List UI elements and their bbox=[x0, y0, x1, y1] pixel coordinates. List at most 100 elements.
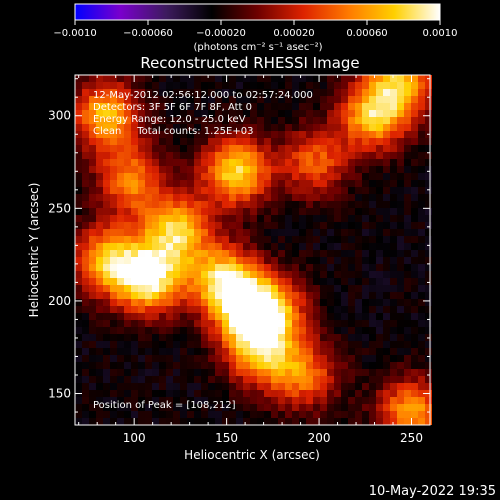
heatmap-cell bbox=[229, 292, 236, 299]
heatmap-cell bbox=[236, 355, 243, 362]
heatmap-cell bbox=[278, 397, 285, 404]
heatmap-cell bbox=[355, 187, 362, 194]
heatmap-cell bbox=[124, 180, 131, 187]
heatmap-cell bbox=[397, 397, 404, 404]
heatmap-cell bbox=[124, 299, 131, 306]
heatmap-cell bbox=[124, 152, 131, 159]
heatmap-cell bbox=[355, 383, 362, 390]
heatmap-cell bbox=[383, 376, 390, 383]
heatmap-cell bbox=[208, 362, 215, 369]
heatmap-cell bbox=[194, 243, 201, 250]
heatmap-cell bbox=[327, 411, 334, 418]
heatmap-cell bbox=[208, 131, 215, 138]
heatmap-cell bbox=[418, 292, 425, 299]
heatmap-cell bbox=[124, 390, 131, 397]
heatmap-cell bbox=[180, 187, 187, 194]
heatmap-cell bbox=[334, 285, 341, 292]
heatmap-cell bbox=[292, 299, 299, 306]
heatmap-cell bbox=[243, 138, 250, 145]
heatmap-cell bbox=[383, 159, 390, 166]
heatmap-cell bbox=[103, 397, 110, 404]
heatmap-cell bbox=[411, 152, 418, 159]
heatmap-cell bbox=[82, 334, 89, 341]
heatmap-cell bbox=[96, 404, 103, 411]
heatmap-cell bbox=[320, 229, 327, 236]
heatmap-cell bbox=[411, 229, 418, 236]
y-axis-label: Heliocentric Y (arcsec) bbox=[27, 183, 41, 318]
heatmap-cell bbox=[180, 278, 187, 285]
heatmap-cell bbox=[222, 159, 229, 166]
heatmap-cell bbox=[341, 411, 348, 418]
heatmap-cell bbox=[425, 292, 432, 299]
heatmap-cell bbox=[397, 383, 404, 390]
heatmap-cell bbox=[89, 299, 96, 306]
heatmap-cell bbox=[341, 96, 348, 103]
heatmap-cell bbox=[138, 250, 145, 257]
heatmap-cell bbox=[271, 222, 278, 229]
heatmap-cell bbox=[187, 271, 194, 278]
heatmap-cell bbox=[306, 327, 313, 334]
heatmap-cell bbox=[166, 292, 173, 299]
heatmap-cell bbox=[292, 320, 299, 327]
heatmap-cell bbox=[166, 215, 173, 222]
heatmap-cell bbox=[131, 89, 138, 96]
heatmap-cell bbox=[278, 124, 285, 131]
heatmap-cell bbox=[243, 250, 250, 257]
heatmap-cell bbox=[243, 418, 250, 425]
heatmap-cell bbox=[383, 278, 390, 285]
heatmap-cell bbox=[264, 257, 271, 264]
heatmap-cell bbox=[124, 145, 131, 152]
heatmap-cell bbox=[117, 110, 124, 117]
heatmap-cell bbox=[243, 320, 250, 327]
heatmap-cell bbox=[145, 82, 152, 89]
heatmap-cell bbox=[159, 131, 166, 138]
heatmap-cell bbox=[425, 327, 432, 334]
heatmap-cell bbox=[229, 201, 236, 208]
heatmap-cell bbox=[75, 152, 82, 159]
heatmap-cell bbox=[278, 250, 285, 257]
heatmap-cell bbox=[362, 201, 369, 208]
heatmap-cell bbox=[355, 236, 362, 243]
heatmap-cell bbox=[327, 131, 334, 138]
heatmap-cell bbox=[320, 173, 327, 180]
heatmap-cell bbox=[96, 299, 103, 306]
heatmap-cell bbox=[411, 334, 418, 341]
heatmap-cell bbox=[278, 173, 285, 180]
heatmap-cell bbox=[159, 341, 166, 348]
heatmap-cell bbox=[208, 327, 215, 334]
heatmap-cell bbox=[418, 229, 425, 236]
heatmap-cell bbox=[390, 278, 397, 285]
heatmap-cell bbox=[376, 82, 383, 89]
heatmap-cell bbox=[341, 362, 348, 369]
heatmap-cell bbox=[390, 250, 397, 257]
heatmap-cell bbox=[299, 390, 306, 397]
heatmap-cell bbox=[313, 271, 320, 278]
heatmap-cell bbox=[166, 103, 173, 110]
heatmap-cell bbox=[376, 215, 383, 222]
heatmap-cell bbox=[82, 159, 89, 166]
heatmap-cell bbox=[292, 138, 299, 145]
heatmap-cell bbox=[124, 166, 131, 173]
heatmap-cell bbox=[285, 215, 292, 222]
heatmap-cell bbox=[376, 222, 383, 229]
heatmap-cell bbox=[82, 404, 89, 411]
heatmap-cell bbox=[369, 201, 376, 208]
heatmap-cell bbox=[369, 166, 376, 173]
heatmap-cell bbox=[96, 411, 103, 418]
heatmap-cell bbox=[362, 341, 369, 348]
heatmap-cell bbox=[257, 404, 264, 411]
heatmap-cell bbox=[341, 418, 348, 425]
heatmap-cell bbox=[222, 334, 229, 341]
heatmap-cell bbox=[208, 313, 215, 320]
heatmap-cell bbox=[229, 82, 236, 89]
heatmap-cell bbox=[425, 82, 432, 89]
heatmap-cell bbox=[327, 376, 334, 383]
heatmap-cell bbox=[117, 201, 124, 208]
heatmap-cell bbox=[236, 313, 243, 320]
heatmap-cell bbox=[159, 159, 166, 166]
heatmap-cell bbox=[348, 376, 355, 383]
heatmap-cell bbox=[96, 383, 103, 390]
heatmap-cell bbox=[82, 110, 89, 117]
heatmap-cell bbox=[180, 341, 187, 348]
heatmap-cell bbox=[208, 390, 215, 397]
